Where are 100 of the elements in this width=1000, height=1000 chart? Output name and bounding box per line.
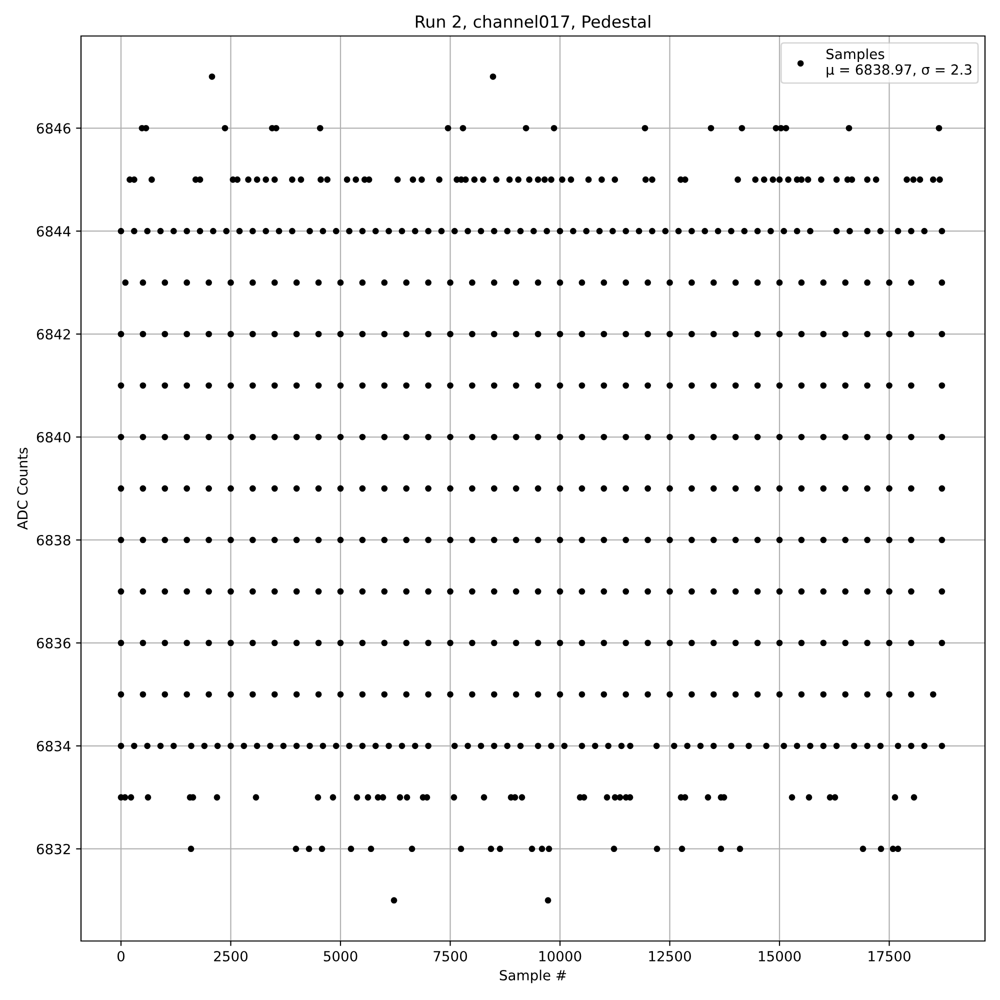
point <box>118 330 124 338</box>
point <box>622 330 630 338</box>
point <box>450 794 458 801</box>
point <box>642 124 648 132</box>
point <box>534 588 542 595</box>
point <box>670 742 678 750</box>
point <box>228 485 234 492</box>
point <box>894 846 902 852</box>
point <box>842 588 849 595</box>
point <box>512 536 520 544</box>
point <box>122 279 129 286</box>
point <box>754 536 761 544</box>
point <box>228 742 234 750</box>
point <box>534 742 542 750</box>
point <box>315 536 322 544</box>
point <box>930 691 936 698</box>
point <box>381 330 388 338</box>
point <box>546 846 552 852</box>
point <box>776 588 783 595</box>
point <box>315 485 322 492</box>
y-tick-label: 6836 <box>36 638 70 648</box>
point <box>252 794 260 801</box>
point <box>250 434 256 440</box>
point <box>604 794 610 801</box>
point <box>578 382 586 389</box>
point <box>688 434 695 440</box>
point <box>330 794 336 801</box>
point <box>403 691 410 698</box>
point <box>214 742 221 750</box>
point <box>666 536 673 544</box>
point <box>578 691 586 698</box>
point <box>118 640 124 646</box>
point <box>710 382 717 389</box>
point <box>732 279 739 286</box>
point <box>864 742 870 750</box>
point <box>886 382 892 389</box>
point <box>534 640 542 646</box>
x-tick-label: 2500 <box>214 950 248 962</box>
point <box>732 434 739 440</box>
x-tick-label: 5000 <box>324 950 358 962</box>
point <box>403 485 410 492</box>
point <box>886 485 892 492</box>
point <box>293 330 300 338</box>
point <box>315 588 322 595</box>
point <box>556 330 564 338</box>
point <box>381 434 388 440</box>
point <box>293 742 300 750</box>
point <box>184 536 190 544</box>
legend-label: Samples μ = 6838.97, σ = 2.3 <box>826 48 972 78</box>
point <box>860 846 866 852</box>
point <box>754 588 761 595</box>
point <box>644 691 651 698</box>
point <box>908 742 914 750</box>
point <box>118 382 124 389</box>
point <box>490 691 498 698</box>
point <box>250 588 256 595</box>
point <box>710 279 717 286</box>
chart-title: Run 2, channel017, Pedestal <box>416 15 650 30</box>
point <box>605 742 612 750</box>
point <box>938 742 946 750</box>
point <box>469 330 476 338</box>
point <box>250 330 256 338</box>
point <box>490 382 498 389</box>
point <box>938 434 946 440</box>
point <box>359 588 366 595</box>
point <box>556 382 564 389</box>
point <box>381 382 388 389</box>
point <box>842 691 849 698</box>
point <box>447 279 454 286</box>
point <box>798 330 805 338</box>
point <box>425 640 432 646</box>
point <box>556 434 564 440</box>
point <box>144 794 152 801</box>
point <box>798 485 805 492</box>
point <box>938 536 946 544</box>
point <box>162 588 168 595</box>
point <box>798 382 805 389</box>
point <box>517 742 524 750</box>
point <box>162 691 168 698</box>
point <box>644 434 651 440</box>
point <box>688 279 695 286</box>
point <box>864 434 870 440</box>
point <box>776 330 783 338</box>
point <box>478 742 484 750</box>
point <box>718 846 724 852</box>
point <box>381 536 388 544</box>
point <box>806 794 812 801</box>
point <box>710 640 717 646</box>
point <box>622 434 630 440</box>
point <box>206 382 212 389</box>
point <box>315 279 322 286</box>
point <box>534 279 542 286</box>
point <box>228 588 234 595</box>
point <box>228 279 234 286</box>
point <box>359 330 366 338</box>
point <box>469 588 476 595</box>
point <box>644 536 651 544</box>
point <box>250 536 256 544</box>
point <box>403 279 410 286</box>
point <box>618 742 625 750</box>
